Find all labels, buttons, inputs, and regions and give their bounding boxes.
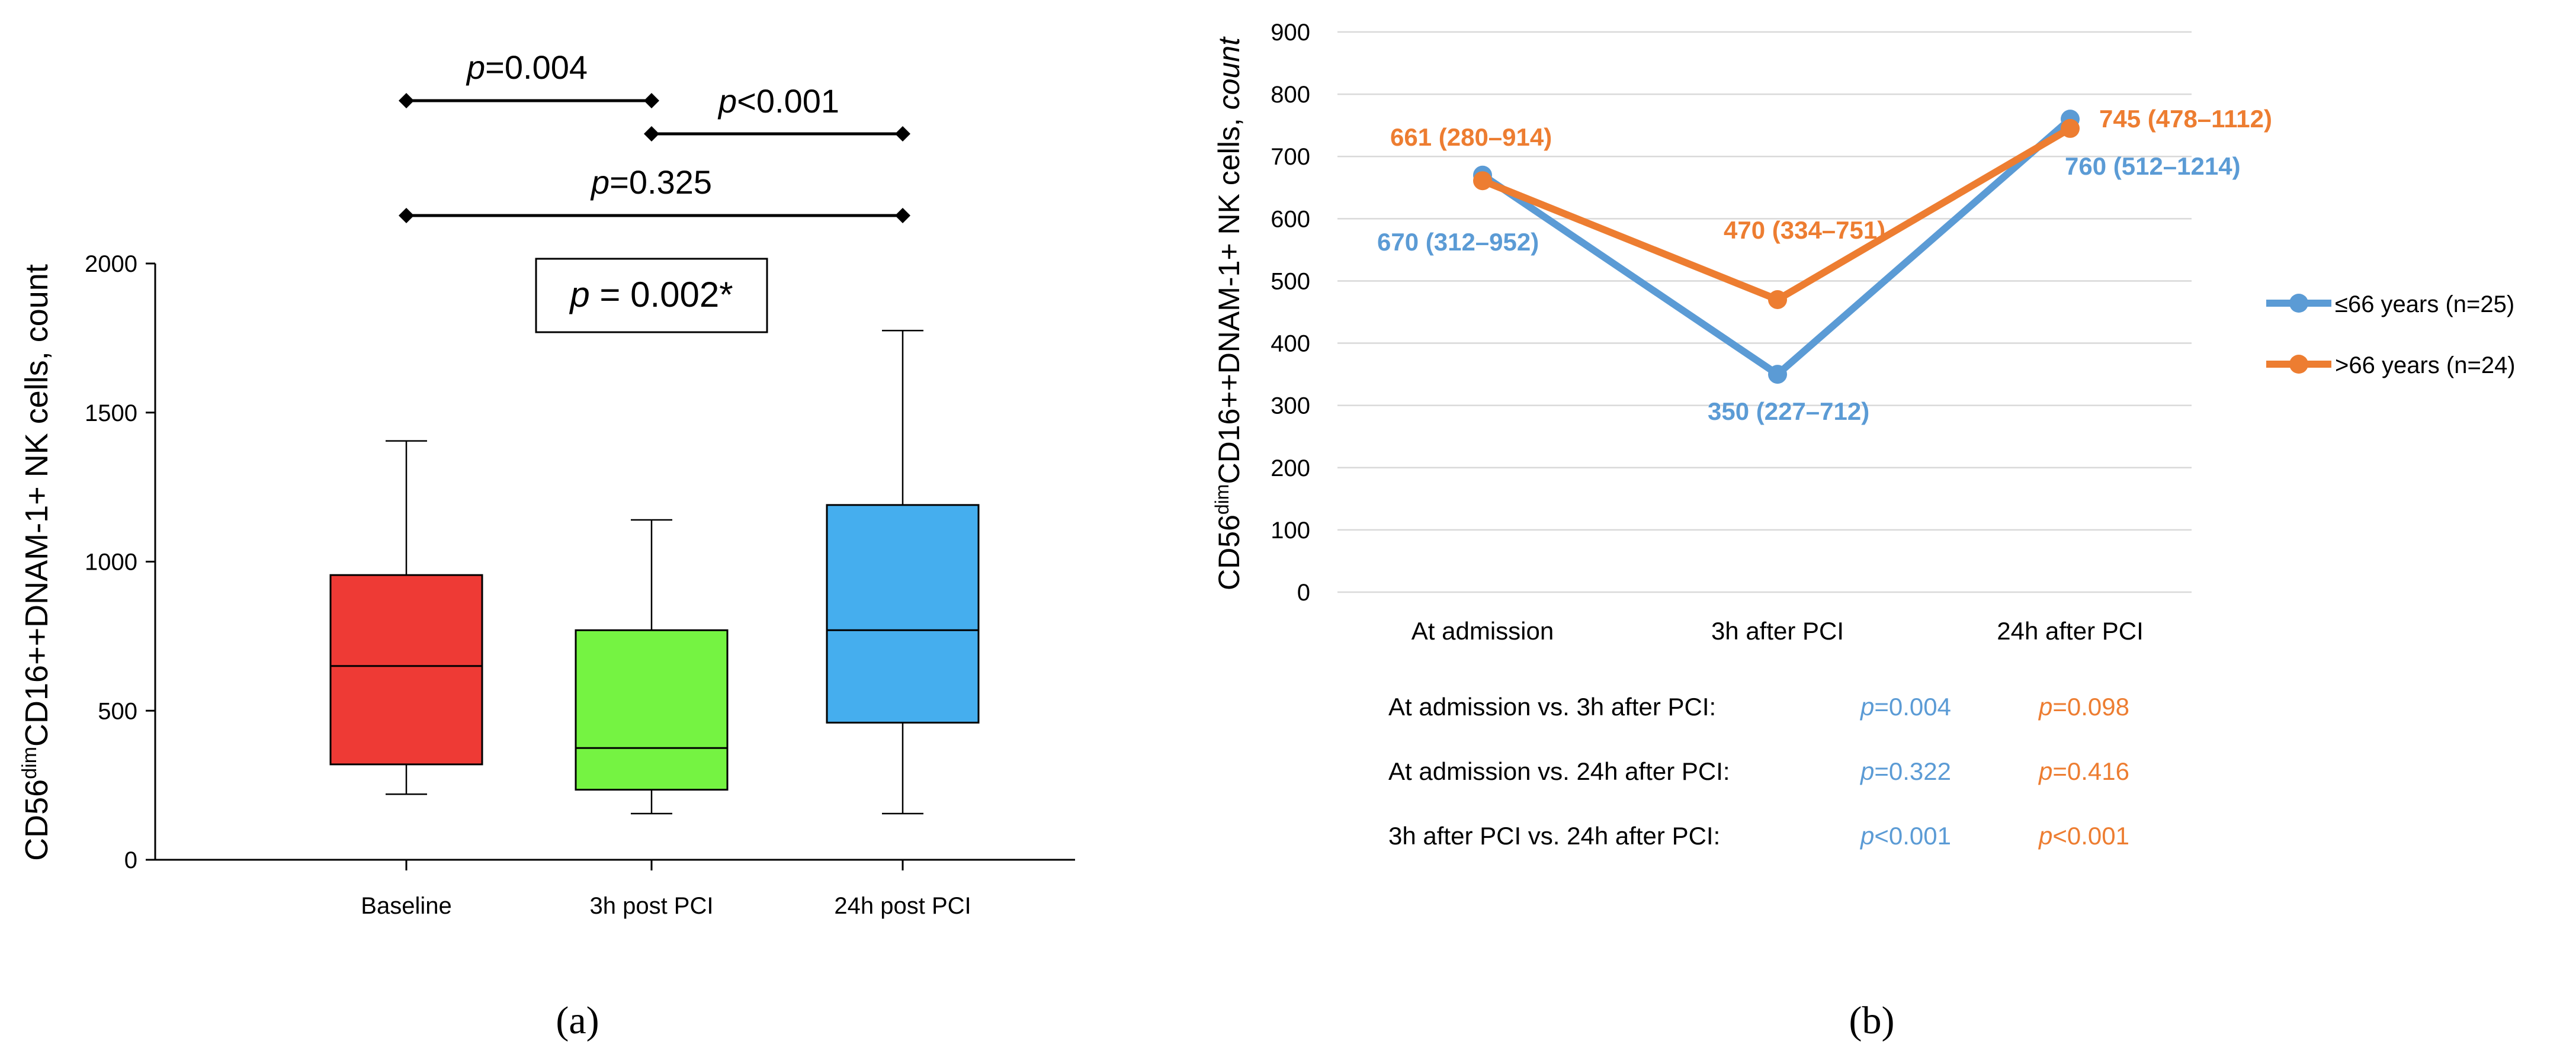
y-tick-label: 200 (1271, 455, 1310, 481)
panel-a-box-plot: 0 500 1000 1500 2000 Baseline 3h post PCI 24h … (18, 49, 1075, 1042)
y-tick-label: 100 (1271, 518, 1310, 544)
box-3 (826, 330, 980, 815)
iqr-box (826, 504, 980, 724)
y-tick-label: 600 (1271, 206, 1310, 232)
bracket-p-value: p=0.325 (590, 163, 712, 201)
data-label: 745 (478–1112) (2099, 105, 2272, 133)
data-label-group: 670 (312–952) 350 (227–712) 760 (512–1214)… (1377, 105, 2272, 425)
iqr-box (575, 629, 729, 791)
comparison-label: At admission vs. 24h after PCI: (1388, 757, 1730, 785)
legend-label: ≤66 years (n=25) (2335, 291, 2514, 317)
y-tick-group: 0 500 1000 1500 2000 (85, 251, 155, 873)
x-tick-group: At admission 3h after PCI 24h after PCI (1411, 617, 2144, 645)
overall-test-box (535, 258, 768, 333)
x-tick-group: Baseline 3h post PCI 24h post PCI (361, 860, 971, 919)
comparison-brackets: p=0.004 p<0.001 p=0.325 (399, 49, 910, 223)
bracket-end-marker (399, 93, 414, 108)
y-tick-label: 1000 (85, 550, 137, 576)
x-tick-label: Baseline (361, 893, 451, 919)
x-tick-label: 24h after PCI (1997, 617, 2143, 645)
legend-entry: >66 years (n=24) (2266, 352, 2516, 378)
comparison-bracket: p<0.001 (644, 82, 910, 142)
y-tick-label: 500 (1271, 268, 1310, 294)
series-line (1480, 116, 2073, 378)
bracket-end-marker (399, 208, 414, 223)
x-tick-label: 24h post PCI (834, 893, 971, 919)
data-label: 350 (227–712) (1708, 397, 1869, 425)
overall-test-label: p = 0.002* (569, 275, 733, 314)
data-point (1768, 290, 1787, 309)
y-tick-label: 800 (1271, 82, 1310, 108)
panel-label-b: (b) (1849, 999, 1895, 1042)
series-2 (1473, 118, 2080, 309)
data-label: 470 (334–751) (1724, 216, 1885, 244)
p-value-old: p=0.416 (2038, 757, 2129, 785)
data-point (2061, 118, 2080, 138)
p-value-young: p<0.001 (1859, 822, 1951, 850)
y-tick-label: 2000 (85, 251, 137, 277)
series-line (1481, 125, 2073, 303)
series-group (1473, 110, 2080, 384)
panel-label-a: (a) (556, 999, 599, 1042)
y-tick-label: 500 (98, 698, 137, 724)
box-group (329, 330, 980, 815)
data-point (1473, 171, 1492, 191)
y-tick-label: 300 (1271, 393, 1310, 419)
y-tick-label: 700 (1271, 144, 1310, 170)
comparison-table: At admission vs. 3h after PCI: p=0.004 p=0… (1388, 693, 2129, 850)
data-label: 661 (280–914) (1390, 123, 1552, 151)
x-tick-label: 3h post PCI (589, 893, 713, 919)
y-tick-label: 400 (1271, 331, 1310, 357)
gridlines (1337, 31, 2192, 593)
y-axis-label: CD56dimCD16++DNAM-1+ NK cells, count (1211, 36, 1246, 590)
bracket-end-marker (644, 93, 659, 108)
comparison-label: At admission vs. 3h after PCI: (1388, 693, 1716, 721)
comparison-row: At admission vs. 24h after PCI: p=0.322 p=… (1388, 757, 2129, 785)
comparison-bracket: p=0.004 (399, 49, 659, 108)
box-2 (575, 519, 729, 815)
legend-entry: ≤66 years (n=25) (2266, 291, 2514, 317)
y-tick-label: 1500 (85, 400, 137, 426)
p-value-young: p=0.004 (1859, 693, 1951, 721)
panel-b-line-chart: 0 100 200 300 400 500 600 700 800 900 At admissio… (1211, 20, 2516, 1042)
p-value-old: p=0.098 (2038, 693, 2129, 721)
legend-marker (2289, 294, 2308, 313)
bracket-end-marker (895, 208, 910, 223)
legend: ≤66 years (n=25) >66 years (n=24) (2266, 291, 2516, 378)
y-tick-group: 0 100 200 300 400 500 600 700 800 900 (1271, 20, 1310, 606)
bracket-end-marker (644, 126, 659, 142)
data-label: 670 (312–952) (1377, 228, 1539, 256)
legend-label: >66 years (n=24) (2335, 352, 2516, 378)
bracket-p-value: p<0.001 (717, 82, 839, 120)
x-tick-label: 3h after PCI (1711, 617, 1844, 645)
box-1 (329, 440, 483, 795)
legend-marker (2289, 355, 2308, 374)
comparison-bracket: p=0.325 (399, 163, 910, 223)
bracket-end-marker (895, 126, 910, 142)
y-tick-label: 900 (1271, 20, 1310, 46)
data-point (1768, 365, 1787, 384)
y-axis-label: CD56dimCD16++DNAM-1+ NK cells, count (18, 264, 54, 861)
bracket-p-value: p=0.004 (466, 49, 588, 86)
p-value-old: p<0.001 (2038, 822, 2129, 850)
data-label: 760 (512–1214) (2065, 152, 2241, 180)
iqr-box (329, 574, 483, 766)
p-value-young: p=0.322 (1859, 757, 1951, 785)
comparison-label: 3h after PCI vs. 24h after PCI: (1388, 822, 1720, 850)
y-tick-label: 0 (1297, 580, 1310, 606)
y-tick-label: 0 (124, 847, 137, 873)
comparison-row: At admission vs. 3h after PCI: p=0.004 p=0… (1388, 693, 2129, 721)
x-tick-label: At admission (1411, 617, 1554, 645)
comparison-row: 3h after PCI vs. 24h after PCI: p<0.001 p<… (1388, 822, 2129, 850)
